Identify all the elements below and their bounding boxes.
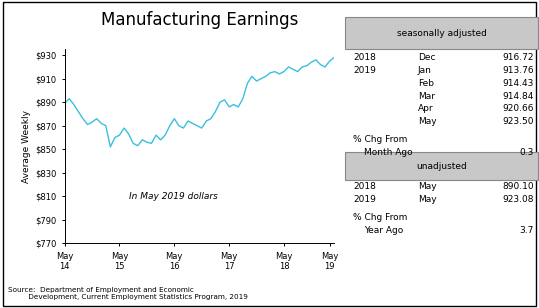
Text: unadjusted: unadjusted [417,162,467,171]
Text: Source:  Department of Employment and Economic
         Development, Current Emp: Source: Department of Employment and Eco… [8,287,248,300]
Text: 920.66: 920.66 [502,104,534,113]
Text: May: May [418,117,437,126]
Text: 923.50: 923.50 [502,117,534,126]
Text: Feb: Feb [418,79,434,88]
Text: 0.3: 0.3 [519,148,534,157]
Text: 2018: 2018 [353,53,376,62]
Text: Manufacturing Earnings: Manufacturing Earnings [101,11,298,29]
Text: 2019: 2019 [353,195,376,204]
Text: Mar: Mar [418,91,435,101]
Text: 923.08: 923.08 [502,195,534,204]
Text: 916.72: 916.72 [502,53,534,62]
Text: Apr: Apr [418,104,433,113]
Text: Month Ago: Month Ago [364,148,412,157]
Text: Dec: Dec [418,53,435,62]
Text: % Chg From: % Chg From [353,213,407,222]
Text: May: May [418,195,437,204]
Text: Year Ago: Year Ago [364,226,403,235]
Y-axis label: Average Weekly: Average Weekly [22,110,31,183]
Text: 2018: 2018 [353,182,376,192]
Text: Jan: Jan [418,66,432,75]
Text: 890.10: 890.10 [502,182,534,192]
Text: May: May [418,182,437,192]
Text: 3.7: 3.7 [519,226,534,235]
Text: 2019: 2019 [353,66,376,75]
Text: 914.84: 914.84 [502,91,534,101]
Text: 913.76: 913.76 [502,66,534,75]
Text: 914.43: 914.43 [502,79,534,88]
Text: % Chg From: % Chg From [353,135,407,144]
Text: seasonally adjusted: seasonally adjusted [397,29,487,38]
Text: In May 2019 dollars: In May 2019 dollars [129,192,218,201]
